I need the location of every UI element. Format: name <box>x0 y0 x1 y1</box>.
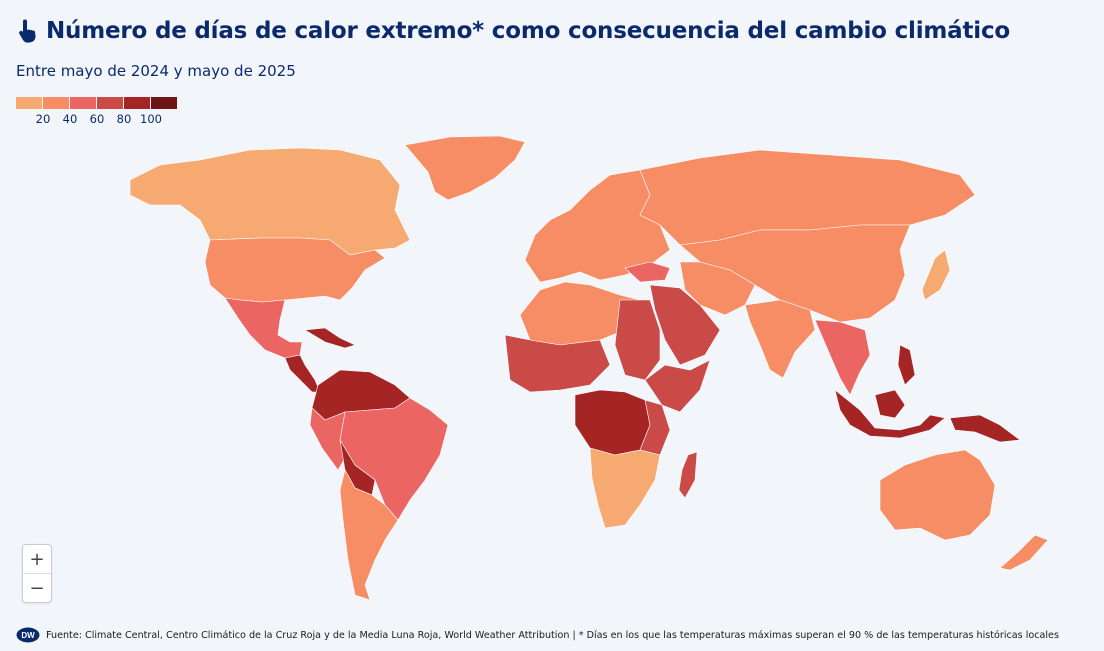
legend-swatch <box>124 97 150 109</box>
world-map[interactable] <box>0 120 1104 610</box>
legend-swatch <box>151 97 177 109</box>
color-legend: 20 40 60 80 100 <box>16 97 186 126</box>
region-canada[interactable] <box>129 147 411 256</box>
legend-label: 40 <box>62 112 78 126</box>
region-turkey[interactable] <box>624 261 671 283</box>
legend-label: 20 <box>35 112 51 126</box>
region-central-africa[interactable] <box>574 389 651 456</box>
legend-label: 60 <box>89 112 105 126</box>
legend-swatch <box>70 97 96 109</box>
region-greenland[interactable] <box>404 135 526 201</box>
title-text: Número de días de calor extremo* como co… <box>46 18 1010 44</box>
zoom-in-button[interactable]: + <box>29 548 45 570</box>
region-southeast-asia[interactable] <box>814 319 871 396</box>
region-southern-cone[interactable] <box>339 469 399 601</box>
legend-swatch <box>97 97 123 109</box>
map-title: Número de días de calor extremo* como co… <box>16 18 1010 44</box>
region-japan[interactable] <box>921 249 951 301</box>
region-egypt-sudan[interactable] <box>614 299 661 381</box>
map-subtitle: Entre mayo de 2024 y mayo de 2025 <box>16 62 296 80</box>
zoom-out-button[interactable]: − <box>23 573 51 602</box>
region-borneo[interactable] <box>874 389 906 419</box>
legend-swatches <box>16 97 186 109</box>
legend-label: 80 <box>116 112 132 126</box>
legend-labels: 20 40 60 80 100 <box>16 109 186 126</box>
legend-label: 100 <box>140 112 162 126</box>
region-mexico[interactable] <box>224 297 303 359</box>
region-caribbean[interactable] <box>304 327 356 349</box>
region-arabian-peninsula[interactable] <box>649 284 721 366</box>
region-southern-africa[interactable] <box>589 447 661 529</box>
dw-logo-icon: DW <box>16 627 40 643</box>
zoom-controls: + − <box>22 544 52 603</box>
region-central-america[interactable] <box>284 354 321 393</box>
footer: DW Fuente: Climate Central, Centro Climá… <box>16 627 1059 643</box>
legend-swatch <box>43 97 69 109</box>
region-west-africa[interactable] <box>504 334 611 393</box>
region-australia[interactable] <box>879 449 996 541</box>
source-text: Fuente: Climate Central, Centro Climátic… <box>46 629 1059 641</box>
region-new-guinea[interactable] <box>949 414 1021 443</box>
region-philippines[interactable] <box>897 344 916 386</box>
region-madagascar[interactable] <box>678 451 698 499</box>
hand-pointer-icon <box>16 18 38 44</box>
legend-swatch <box>16 97 42 109</box>
region-india[interactable] <box>744 299 816 379</box>
region-horn-of-africa[interactable] <box>644 359 711 413</box>
region-indonesia[interactable] <box>834 389 946 439</box>
dw-logo-text: DW <box>21 631 35 640</box>
region-new-zealand[interactable] <box>999 534 1049 571</box>
